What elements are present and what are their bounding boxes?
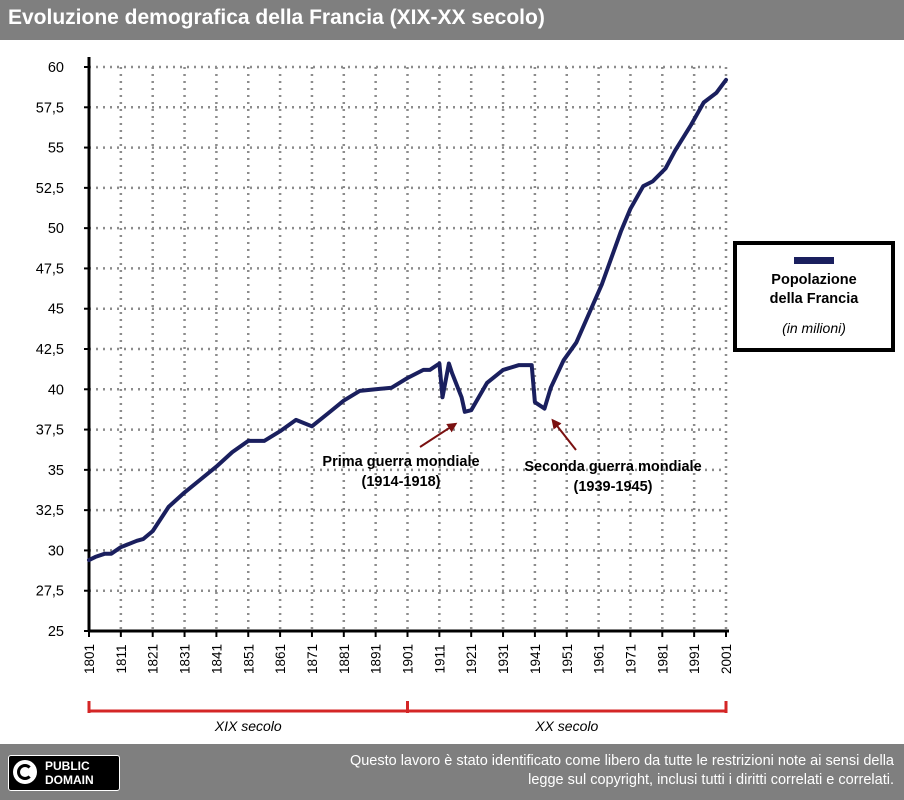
annotation-arrow-ww1 (419, 422, 458, 448)
license-text: Questo lavoro è stato identificato come … (194, 752, 894, 790)
x-tick-label: 1931 (496, 644, 511, 674)
y-tick-label: 32,5 (36, 503, 64, 519)
series-line-popolazione (87, 77, 728, 563)
legend-title-line1: Popolazione (771, 272, 856, 288)
badge-text: PUBLIC DOMAIN (45, 759, 94, 787)
annotation-ww2-line1: Seconda guerra mondiale (524, 459, 701, 475)
x-tick-label: 1861 (273, 644, 288, 674)
y-tick-label: 27,5 (36, 584, 64, 600)
annotation-ww1-line2: (1914-1918) (362, 474, 441, 490)
x-ticks: 1801 1811 1821 1831 1841 1851 1861 1871 1881 1891… (82, 631, 734, 674)
badge-line1: PUBLIC (45, 759, 90, 773)
x-tick-label: 1851 (241, 644, 256, 674)
legend-unit: (in milioni) (782, 320, 846, 336)
x-tick-label: 1951 (560, 644, 575, 674)
grid (89, 65, 728, 631)
x-tick-label: 1871 (305, 644, 320, 674)
x-tick-label: 1831 (178, 644, 193, 674)
legend-title-line2: della Francia (770, 291, 860, 307)
legend-box (733, 241, 895, 352)
x-tick-label: 2001 (719, 644, 734, 674)
y-tick-label: 37,5 (36, 423, 64, 439)
y-tick-label: 25 (48, 624, 64, 640)
x-tick-label: 1981 (655, 644, 670, 674)
x-tick-label: 1821 (146, 644, 161, 674)
century-brackets: XIX secolo XX secolo (87, 701, 728, 734)
x-tick-label: 1841 (209, 644, 224, 674)
title-bar: Evoluzione demografica della Francia (XI… (0, 0, 904, 40)
x-tick-label: 1891 (369, 644, 384, 674)
x-tick-label: 1961 (592, 644, 607, 674)
y-tick-label: 52,5 (36, 181, 64, 197)
y-tick-label: 35 (48, 463, 64, 479)
century-label: XIX secolo (214, 718, 282, 734)
x-tick-label: 1901 (401, 644, 416, 674)
y-tick-label: 57,5 (36, 100, 64, 116)
chart: 25 27,5 30 32,5 35 37,5 40 42,5 45 47,5 50 52,5 55 57… (36, 57, 895, 734)
public-domain-badge: PUBLIC DOMAIN (8, 755, 120, 791)
x-tick-label: 1801 (82, 644, 97, 674)
x-tick-label: 1941 (528, 644, 543, 674)
annotations: Prima guerra mondiale (1914-1918) Seconda … (322, 418, 702, 495)
public-domain-icon (13, 760, 37, 784)
annotation-ww1-line1: Prima guerra mondiale (322, 454, 479, 470)
x-tick-label: 1921 (464, 644, 479, 674)
axes (87, 57, 729, 633)
y-tick-label: 55 (48, 141, 64, 157)
y-tick-label: 40 (48, 382, 64, 398)
y-ticks: 25 27,5 30 32,5 35 37,5 40 42,5 45 47,5 50 52,5 55 57… (36, 60, 89, 640)
badge-line2: DOMAIN (45, 773, 94, 787)
y-tick-label: 30 (48, 543, 64, 559)
y-tick-label: 47,5 (36, 261, 64, 277)
x-tick-label: 1971 (623, 644, 638, 674)
annotation-ww2-line2: (1939-1945) (574, 479, 653, 495)
legend: Popolazione della Francia (in milioni) (733, 241, 895, 352)
x-tick-label: 1881 (337, 644, 352, 674)
license-text-line1: Questo lavoro è stato identificato come … (349, 753, 894, 769)
annotation-arrow-ww2 (551, 418, 577, 451)
x-tick-label: 1991 (687, 644, 702, 674)
y-tick-label: 60 (48, 60, 64, 76)
x-tick-label: 1811 (114, 644, 129, 673)
legend-swatch (794, 257, 834, 264)
century-label: XX secolo (534, 718, 598, 734)
y-tick-label: 42,5 (36, 342, 64, 358)
x-tick-label: 1911 (432, 644, 447, 673)
footer-bar: PUBLIC DOMAIN Questo lavoro è stato iden… (0, 744, 904, 800)
page-title: Evoluzione demografica della Francia (XI… (8, 6, 545, 29)
y-tick-label: 45 (48, 302, 64, 318)
y-tick-label: 50 (48, 221, 64, 237)
license-text-line2: legge sul copyright, inclusi tutti i dir… (528, 772, 894, 788)
